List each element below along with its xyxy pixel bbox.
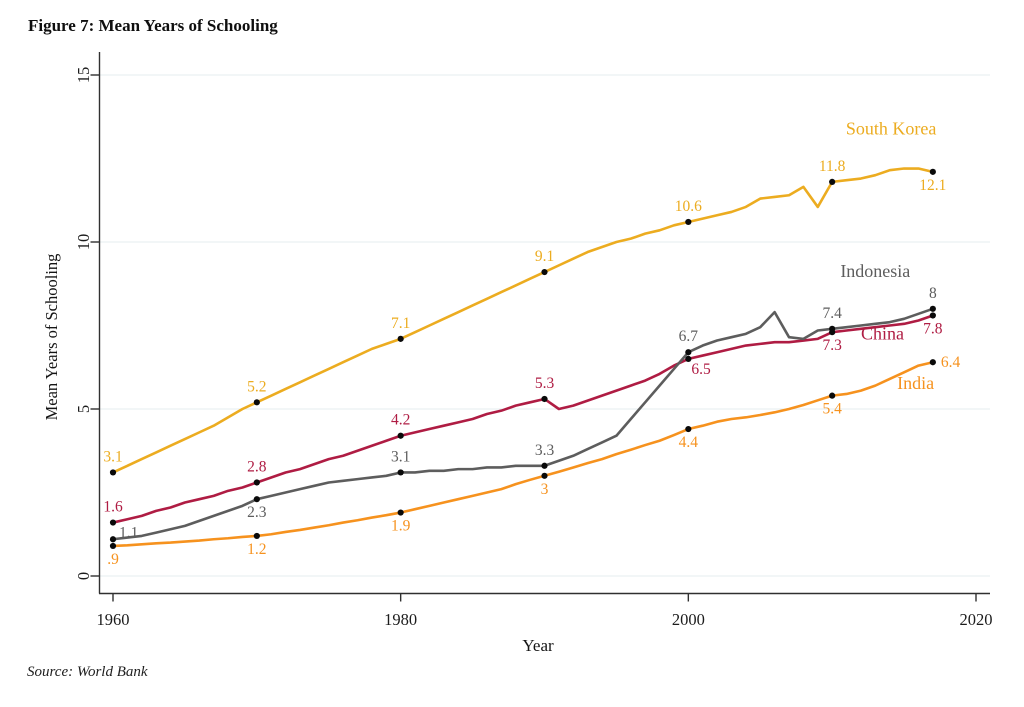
series-line-south-korea xyxy=(111,167,935,474)
data-point-south-korea-1960 xyxy=(109,469,117,476)
data-point-south-korea-2017 xyxy=(929,168,936,175)
data-point-label-china-2000: 6.5 xyxy=(691,361,711,378)
figure-title: Figure 7: Mean Years of Schooling xyxy=(28,16,278,35)
data-point-label-south-korea-2017: 12.1 xyxy=(919,177,946,194)
data-point-china-1990 xyxy=(541,395,548,403)
data-point-label-china-1970: 2.8 xyxy=(247,458,267,475)
x-tick-label: 1960 xyxy=(97,610,130,629)
data-point-china-1970 xyxy=(253,479,260,486)
data-point-label-south-korea-1990: 9.1 xyxy=(535,248,554,265)
x-tick-label: 2000 xyxy=(672,610,705,629)
data-point-label-south-korea-1980: 7.1 xyxy=(391,315,410,332)
data-point-india-1970 xyxy=(253,532,260,540)
source-note: Source: World Bank xyxy=(27,664,148,680)
data-point-label-indonesia-1960: 1.1 xyxy=(119,524,138,541)
data-point-label-indonesia-1980: 3.1 xyxy=(391,448,410,465)
data-point-label-china-1990: 5.3 xyxy=(535,375,555,392)
data-point-label-indonesia-2010: 7.4 xyxy=(822,305,842,322)
data-point-label-south-korea-1960: 3.1 xyxy=(103,448,122,465)
data-point-label-indonesia-1990: 3.3 xyxy=(535,442,555,459)
data-point-china-2017 xyxy=(929,312,936,319)
series-line-indonesia xyxy=(111,307,935,541)
data-point-india-2000 xyxy=(685,425,692,433)
series-label-india: India xyxy=(897,373,934,393)
data-point-indonesia-1980 xyxy=(397,469,404,476)
data-point-indonesia-2017 xyxy=(929,305,936,312)
data-point-south-korea-1990 xyxy=(541,268,548,276)
data-point-label-india-2017: 6.4 xyxy=(941,354,961,371)
data-point-south-korea-1970 xyxy=(253,399,260,406)
data-point-label-india-1980: 1.9 xyxy=(391,518,411,535)
y-tick-label: 15 xyxy=(74,67,93,84)
series-label-indonesia: Indonesia xyxy=(840,261,910,281)
series-line-china xyxy=(111,314,935,524)
y-tick-label: 10 xyxy=(74,234,93,251)
series-label-south-korea: South Korea xyxy=(846,118,936,138)
data-point-label-south-korea-2010: 11.8 xyxy=(819,158,846,175)
data-point-china-1980 xyxy=(397,432,404,439)
data-point-china-2000 xyxy=(685,355,692,362)
data-point-label-indonesia-1970: 2.3 xyxy=(247,504,267,521)
data-point-label-india-1960: .9 xyxy=(107,551,119,568)
data-point-label-china-2017: 7.8 xyxy=(923,320,943,337)
data-point-label-indonesia-2017: 8 xyxy=(929,285,937,302)
data-point-india-1960 xyxy=(109,542,117,550)
data-point-south-korea-2010 xyxy=(829,178,836,185)
data-point-label-china-1960: 1.6 xyxy=(103,499,123,516)
data-point-indonesia-1960 xyxy=(109,536,117,543)
data-point-label-south-korea-2000: 10.6 xyxy=(675,198,702,215)
x-axis-title: Year xyxy=(522,636,554,655)
y-tick-label: 5 xyxy=(74,405,93,413)
data-point-label-india-1990: 3 xyxy=(541,481,549,498)
data-point-label-india-2010: 5.4 xyxy=(822,401,842,418)
data-point-label-south-korea-1970: 5.2 xyxy=(247,378,266,395)
series-line-india xyxy=(111,360,935,548)
data-point-india-2017 xyxy=(929,359,936,366)
x-tick-label: 2020 xyxy=(960,610,993,629)
data-point-label-india-2000: 4.4 xyxy=(679,434,699,451)
data-point-label-indonesia-2000: 6.7 xyxy=(679,328,699,345)
data-point-india-1980 xyxy=(397,509,404,516)
data-point-indonesia-1970 xyxy=(253,496,260,503)
data-point-label-china-2010: 7.3 xyxy=(822,337,842,354)
data-point-south-korea-1980 xyxy=(397,335,404,342)
data-point-india-1990 xyxy=(541,472,548,479)
data-point-indonesia-2000 xyxy=(685,349,692,356)
x-tick-label: 1980 xyxy=(384,610,417,629)
y-tick-label: 0 xyxy=(74,572,93,580)
data-point-south-korea-2000 xyxy=(685,218,692,226)
data-point-label-china-1980: 4.2 xyxy=(391,412,410,429)
data-point-china-1960 xyxy=(109,519,117,526)
data-point-indonesia-1990 xyxy=(541,462,548,469)
series-label-china: China xyxy=(861,324,904,344)
data-point-label-india-1970: 1.2 xyxy=(247,541,266,558)
data-point-india-2010 xyxy=(829,392,836,399)
data-point-indonesia-2010 xyxy=(829,325,836,332)
